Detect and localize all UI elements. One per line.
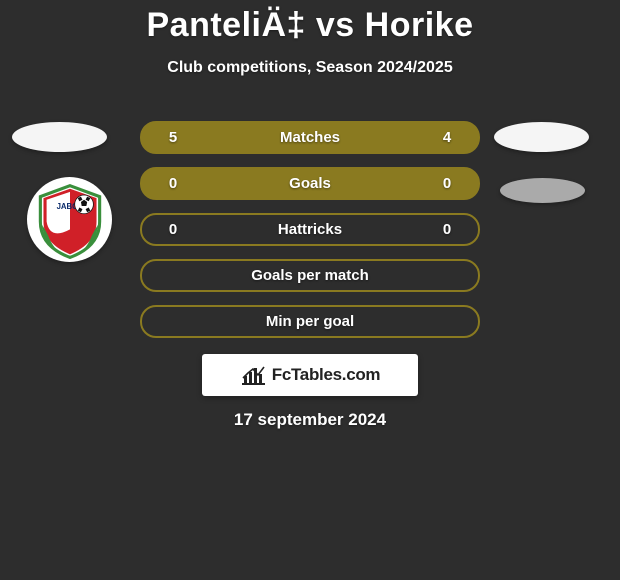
stat-label: Goals [191, 175, 429, 192]
comparison-card: PanteliÄ‡ vs Horike Club competitions, S… [0, 0, 620, 580]
page-title: PanteliÄ‡ vs Horike [0, 6, 620, 45]
stat-left-value: 0 [155, 221, 191, 238]
stat-label: Matches [191, 129, 429, 146]
branding-text: FcTables.com [272, 365, 381, 385]
player-avatar-right [494, 122, 589, 152]
bar-chart-icon [240, 364, 266, 386]
stat-left-value: 0 [155, 175, 191, 192]
stat-rows: 5Matches40Goals00Hattricks0Goals per mat… [140, 121, 480, 351]
stat-label: Goals per match [191, 267, 429, 284]
player-avatar-left [12, 122, 107, 152]
club-badge-svg: JABOP [31, 181, 109, 259]
stat-row: Min per goal [140, 305, 480, 338]
stat-row: 0Hattricks0 [140, 213, 480, 246]
snapshot-date: 17 september 2024 [0, 410, 620, 430]
stat-left-value: 5 [155, 129, 191, 146]
club-logo-left: JABOP [27, 177, 112, 262]
stat-right-value: 0 [429, 175, 465, 192]
stat-row: Goals per match [140, 259, 480, 292]
stat-row: 0Goals0 [140, 167, 480, 200]
stat-label: Min per goal [191, 313, 429, 330]
stat-row: 5Matches4 [140, 121, 480, 154]
stat-label: Hattricks [191, 221, 429, 238]
branding-badge[interactable]: FcTables.com [202, 354, 418, 396]
stat-right-value: 4 [429, 129, 465, 146]
page-subtitle: Club competitions, Season 2024/2025 [0, 59, 620, 77]
stat-right-value: 0 [429, 221, 465, 238]
club-logo-right [500, 178, 585, 203]
